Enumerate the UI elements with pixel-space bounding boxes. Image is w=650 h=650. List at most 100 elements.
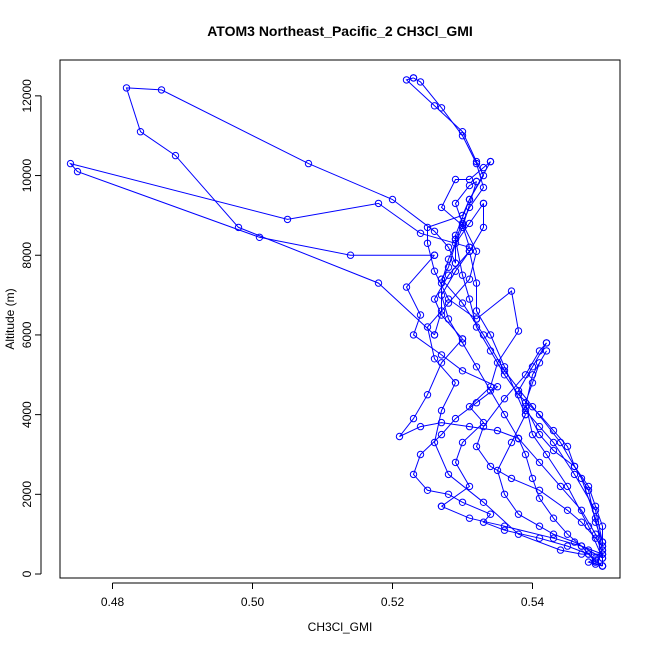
- plot-frame: [59, 59, 621, 579]
- data-point: [444, 263, 453, 271]
- data-point: [598, 538, 607, 546]
- data-point: [577, 550, 586, 558]
- data-point: [500, 395, 509, 403]
- data-point: [598, 546, 607, 554]
- data-point: [479, 422, 488, 431]
- data-point: [535, 410, 544, 419]
- data-point: [423, 391, 432, 399]
- data-point: [500, 526, 509, 534]
- data-point: [465, 275, 474, 283]
- data-point: [465, 514, 474, 522]
- data-point: [437, 406, 446, 415]
- data-point: [465, 482, 474, 491]
- data-point: [388, 195, 397, 204]
- data-point: [465, 219, 474, 228]
- data-point: [500, 410, 509, 419]
- data-point: [409, 331, 418, 339]
- data-point: [493, 426, 502, 435]
- data-point: [535, 359, 544, 367]
- data-point: [416, 229, 425, 238]
- series-layer: [66, 74, 607, 570]
- profile-line-11: [405, 77, 485, 264]
- data-point: [458, 335, 467, 343]
- profile-line-3: [440, 161, 491, 248]
- data-point: [444, 255, 453, 263]
- data-point: [528, 430, 537, 439]
- data-point: [535, 458, 544, 467]
- data-point: [437, 351, 446, 359]
- data-point: [465, 403, 474, 411]
- data-point: [549, 446, 558, 455]
- data-point: [416, 78, 425, 86]
- data-point: [528, 403, 537, 411]
- data-point: [346, 251, 355, 259]
- data-point: [423, 239, 432, 248]
- data-point: [584, 550, 593, 558]
- y-tick-label: 4000: [20, 401, 34, 428]
- y-axis: 0 2000 4000 6000 8000 10000 12000: [20, 79, 42, 577]
- data-point: [521, 410, 530, 419]
- data-point: [430, 102, 439, 110]
- data-point: [542, 347, 551, 355]
- data-point: [423, 223, 432, 232]
- data-point: [430, 227, 439, 236]
- x-tick-label: 0.54: [521, 595, 545, 609]
- data-point: [451, 175, 460, 184]
- data-point: [451, 239, 460, 248]
- data-point: [409, 470, 418, 479]
- data-point: [430, 438, 439, 447]
- data-point: [458, 299, 467, 307]
- data-point: [451, 379, 460, 387]
- data-point: [444, 490, 453, 498]
- data-point: [458, 367, 467, 375]
- data-point: [535, 494, 544, 502]
- data-point: [458, 498, 467, 506]
- x-tick-label: 0.50: [241, 595, 265, 609]
- data-point: [486, 387, 495, 395]
- data-point: [563, 530, 572, 538]
- profile-line-6: [441, 505, 603, 555]
- data-point: [486, 510, 495, 518]
- data-point: [283, 215, 292, 224]
- data-point: [528, 474, 537, 483]
- data-point: [171, 151, 180, 160]
- data-point: [549, 438, 558, 447]
- data-point: [542, 339, 551, 347]
- data-point: [591, 560, 600, 568]
- y-tick-label: 12000: [20, 79, 34, 113]
- data-point: [437, 203, 446, 212]
- data-point: [549, 514, 558, 522]
- data-point: [465, 203, 474, 212]
- x-tick-label: 0.48: [101, 595, 125, 609]
- data-point: [570, 470, 579, 479]
- y-tick-label: 2000: [20, 481, 34, 508]
- x-tick-label: 0.52: [381, 595, 405, 609]
- data-point: [374, 199, 383, 208]
- data-point: [409, 74, 418, 82]
- data-point: [591, 514, 600, 522]
- data-point: [528, 371, 537, 379]
- data-point: [437, 359, 446, 367]
- profile-line-22: [433, 203, 484, 340]
- data-point: [395, 432, 404, 441]
- data-point: [430, 295, 439, 303]
- data-point: [430, 251, 439, 259]
- data-point: [472, 307, 481, 315]
- y-tick-label: 10000: [20, 159, 34, 193]
- data-point: [402, 283, 411, 291]
- data-point: [451, 458, 460, 467]
- data-point: [563, 506, 572, 514]
- profile-line-7: [433, 382, 603, 555]
- data-point: [444, 243, 453, 252]
- data-point: [577, 518, 586, 526]
- data-point: [479, 498, 488, 506]
- data-point: [458, 438, 467, 447]
- data-point: [479, 199, 488, 208]
- y-tick-label: 0: [20, 570, 34, 577]
- data-point: [514, 434, 523, 443]
- data-point: [521, 399, 530, 407]
- data-point: [584, 558, 593, 566]
- chart-title: ATOM3 Northeast_Pacific_2 CH3Cl_GMI: [207, 23, 473, 39]
- data-point: [479, 331, 488, 339]
